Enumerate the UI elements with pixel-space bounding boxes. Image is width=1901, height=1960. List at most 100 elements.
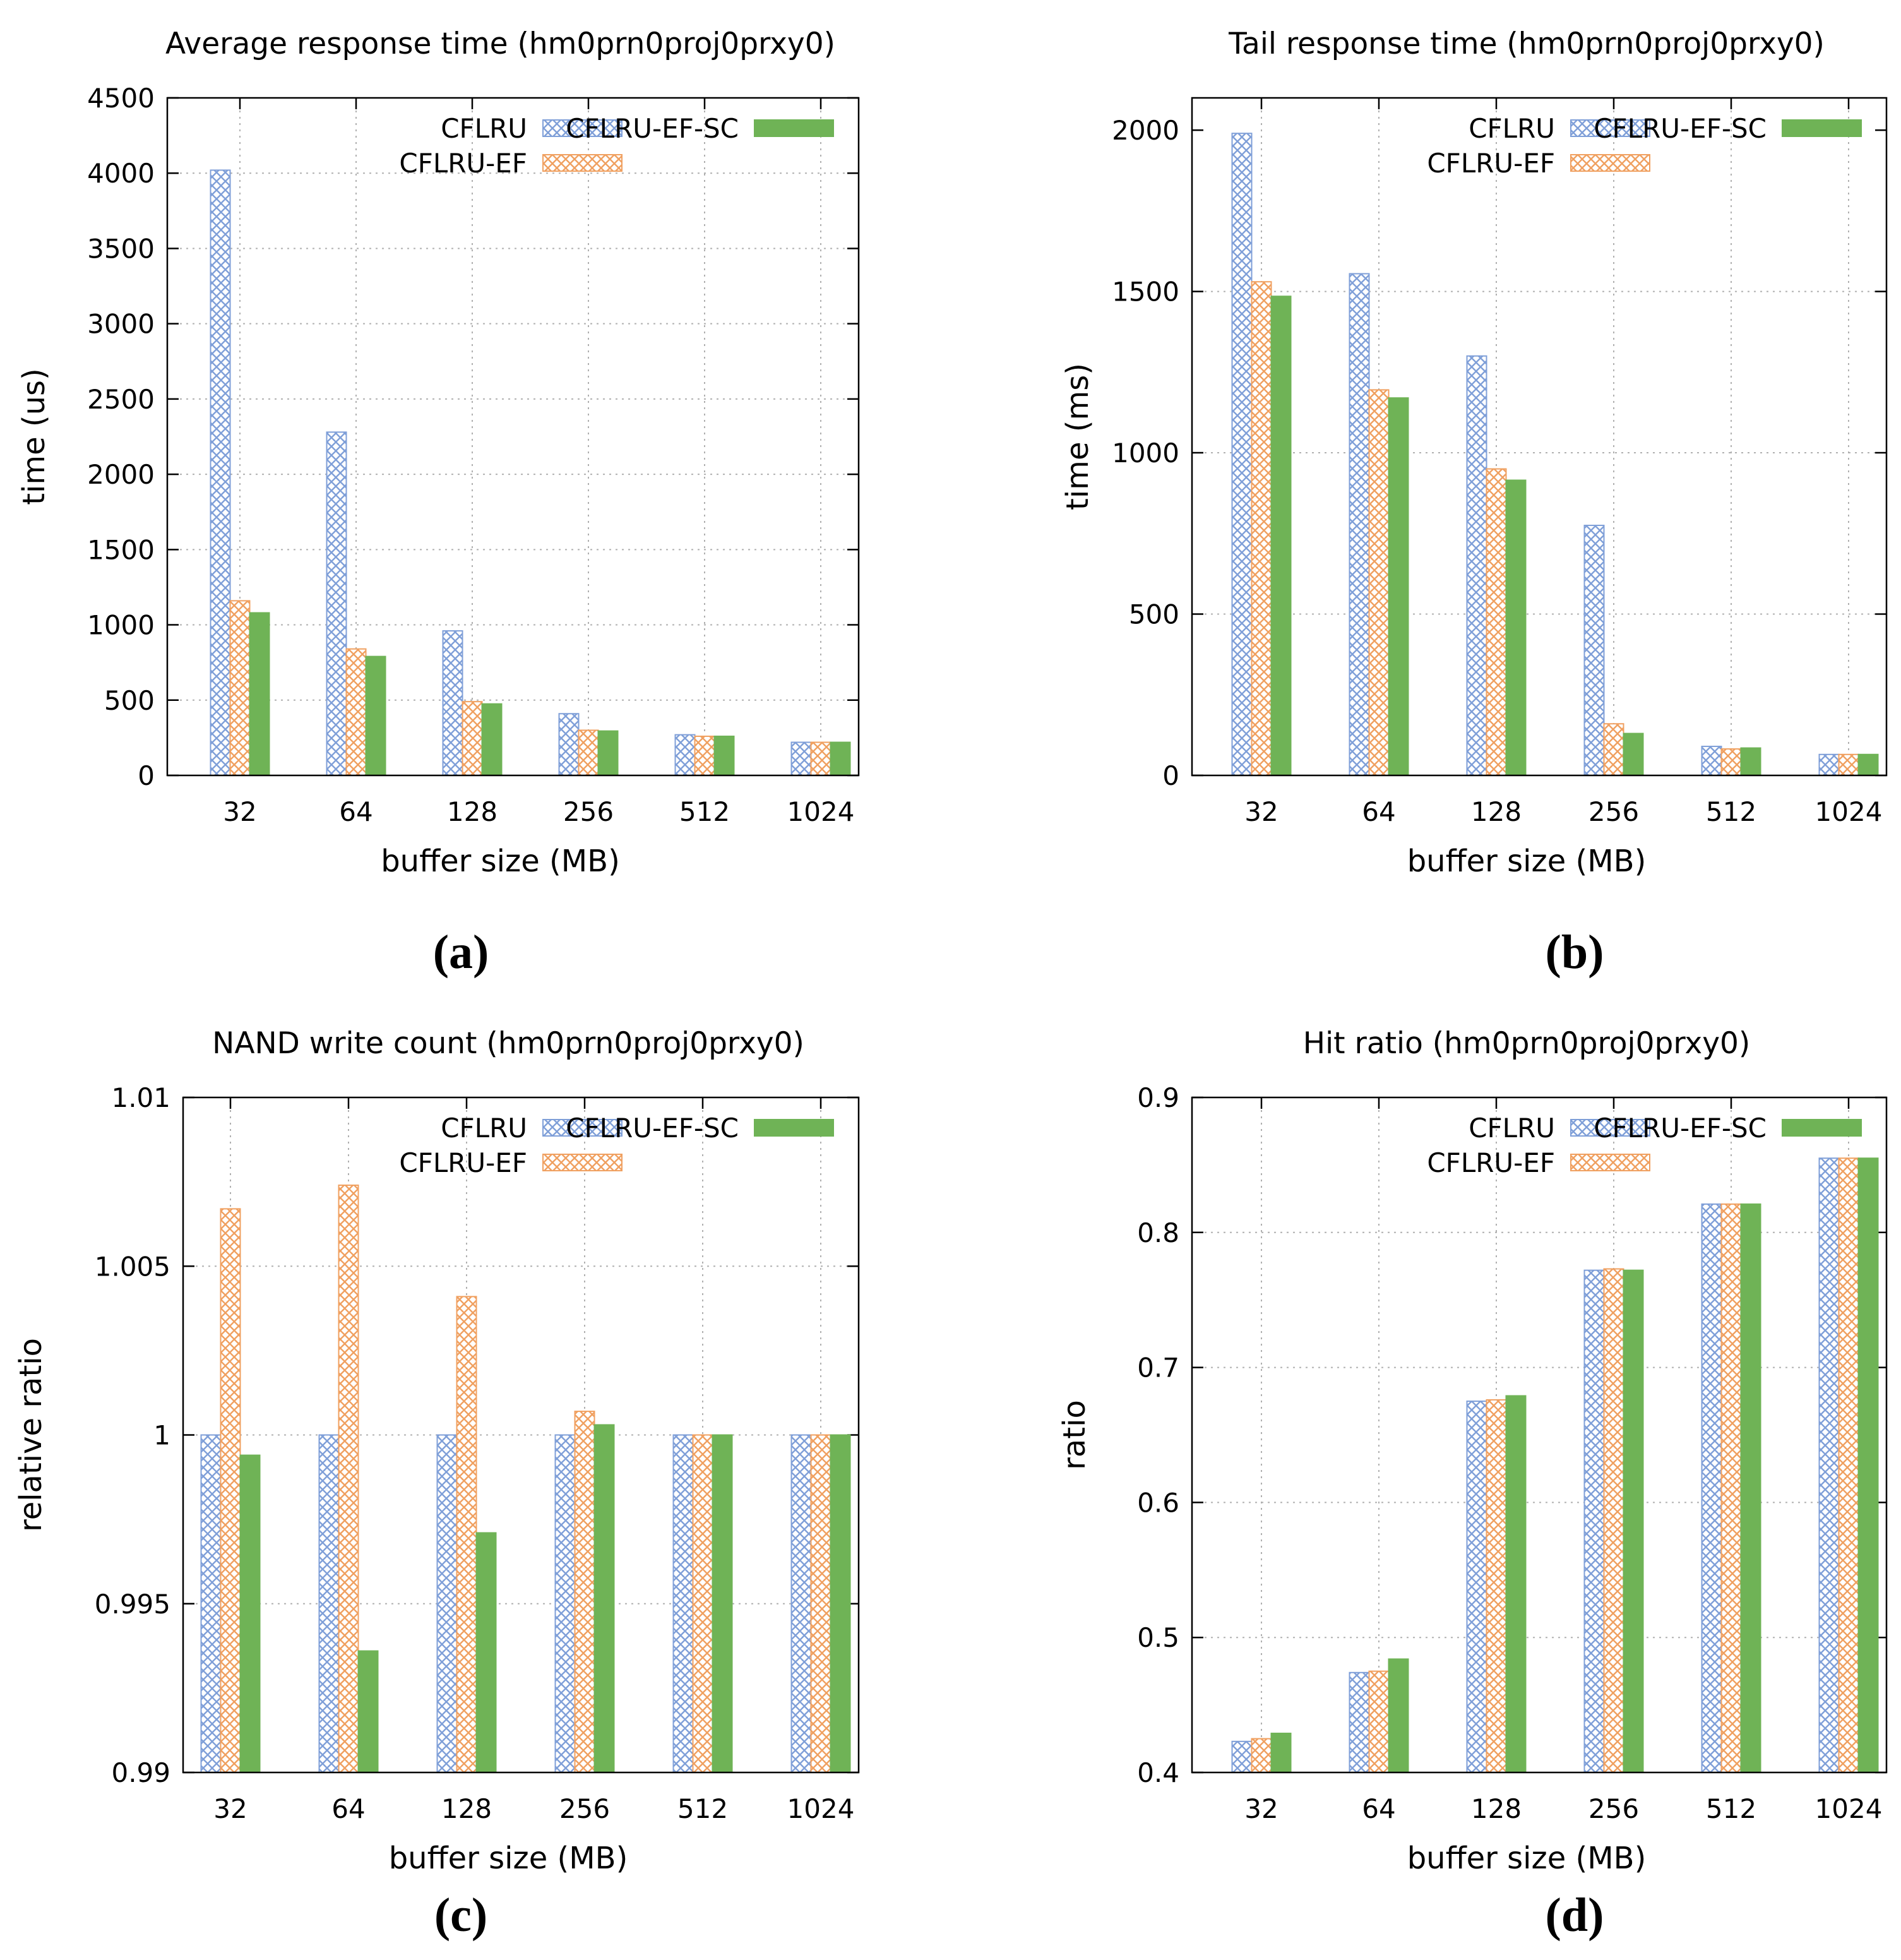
bar-cflru [790,1434,812,1773]
y-tick-label: 0.4 [1137,1757,1179,1788]
legend-swatch-cflru [1570,1119,1650,1137]
legend-swatch-cflru-ef-sc [1782,1119,1862,1137]
chart-title: NAND write count (hm0prn0proj0prxy0) [212,1026,804,1061]
bar-cflru-ef [220,1208,241,1773]
y-tick-label: 1500 [87,534,155,565]
legend-swatch-cflru [542,1119,623,1137]
bar-cflru-ef-sc [365,655,386,777]
x-tick-label: 1024 [1815,1793,1883,1824]
legend-label-cflru-ef: CFLRU-EF [1427,148,1555,179]
y-tick-label: 3000 [87,309,155,340]
x-axis-label: buffer size (MB) [1407,1841,1647,1876]
bar-cflru [1231,1740,1253,1773]
bar-cflru-ef-sc [1740,1203,1761,1773]
bar-cflru-ef [229,600,251,776]
x-tick-label: 128 [1471,796,1522,827]
x-tick-label: 64 [1362,1793,1395,1824]
bar-cflru-ef-sc [1857,1157,1879,1773]
x-axis-label: buffer size (MB) [1407,844,1647,879]
x-tick-label: 512 [677,1793,728,1824]
y-tick-label: 2000 [1112,115,1179,146]
legend: CFLRU CFLRU-EF CFLRU-EF-SC [399,113,834,179]
y-axis-label: time (ms) [1060,363,1095,510]
y-tick-label: 1.005 [95,1251,170,1282]
bar-cflru [674,734,696,776]
bar-cflru-ef-sc [1505,479,1527,776]
y-tick-label: 0.5 [1137,1622,1179,1653]
y-tick-label: 2000 [87,459,155,490]
bar-cflru-ef-sc [1270,1732,1292,1774]
bar-cflru [326,431,347,776]
bar-cflru [1701,746,1722,776]
bar-cflru-ef-sc [481,703,503,776]
bar-cflru-ef [692,1434,713,1773]
bar-cflru-ef [338,1184,359,1773]
y-tick-label: 4000 [87,158,155,189]
x-tick-label: 128 [441,1793,492,1824]
bar-cflru-ef-sc [249,612,270,776]
x-tick-label: 64 [1362,796,1395,827]
y-tick-label: 2500 [87,384,155,415]
bar-cflru-ef-sc [712,1434,733,1773]
bar-cflru [1701,1203,1722,1773]
y-tick-label: 0.7 [1137,1353,1179,1383]
bar-cflru-ef [1368,389,1390,776]
x-axis-label: buffer size (MB) [389,1841,628,1876]
x-tick-label: 512 [1706,796,1756,827]
bar-cflru [672,1434,694,1773]
x-tick-label: 512 [679,796,730,827]
bar-cflru-ef-sc [597,730,619,777]
x-tick-label: 256 [563,796,614,827]
bar-cflru-ef [694,736,715,776]
plot-frame [1191,97,1888,777]
legend-swatch-cflru [542,119,623,137]
y-axis-label: ratio [1057,1400,1092,1470]
bar-cflru [1818,1157,1840,1773]
bar-cflru-ef-sc [1505,1395,1527,1774]
legend-label-cflru-ef: CFLRU-EF [1427,1147,1555,1178]
legend-label-cflru: CFLRU [1469,1113,1555,1144]
legend-label-cflru-ef: CFLRU-EF [399,148,527,179]
legend-swatch-cflru-ef [1570,1154,1650,1171]
y-tick-label: 0.99 [111,1757,170,1788]
bar-cflru-ef-sc [830,1434,851,1773]
y-tick-label: 0.995 [95,1589,170,1620]
x-tick-label: 1024 [1815,796,1883,827]
bar-cflru-ef [1838,753,1859,776]
legend-label-cflru-ef-sc: CFLRU-EF-SC [566,113,739,144]
x-tick-label: 32 [1244,1793,1278,1824]
y-tick-label: 0.6 [1137,1487,1179,1518]
legend-swatch-cflru-ef-sc [754,119,834,137]
bar-cflru-ef [1368,1670,1390,1773]
bar-cflru-ef [1720,1203,1742,1773]
legend-label-cflru-ef-sc: CFLRU-EF-SC [1594,113,1767,144]
bar-cflru-ef [810,741,831,777]
chart-panel-2: 0.99 0.995 1 1.005 1.01 32 64 128 256 512 1024 NAND… [13,1026,860,1876]
bar-cflru-ef-sc [830,741,851,777]
x-tick-label: 1024 [787,1793,855,1824]
bar-cflru-ef-sc [1388,397,1409,776]
plot-frame [182,1096,860,1774]
bar-cflru-ef-sc [1270,296,1292,776]
y-axis-label: time (us) [16,368,52,505]
bar-cflru [1818,753,1840,776]
legend-swatch-cflru-ef-sc [754,1119,834,1137]
bar-cflru-ef-sc [239,1454,261,1774]
legend-label-cflru: CFLRU [441,113,527,144]
chart-panel-1: 0 500 1000 1500 2000 32 64 128 256 512 1024 Tail re… [1060,27,1888,879]
bar-cflru [1466,355,1487,776]
y-tick-label: 500 [104,685,155,716]
bar-cflru [1583,1269,1605,1773]
x-tick-label: 128 [447,796,498,827]
y-tick-label: 1.01 [111,1082,170,1113]
legend-swatch-cflru-ef [542,1154,623,1171]
x-tick-label: 64 [331,1793,365,1824]
legend-swatch-cflru-ef-sc [1782,119,1862,137]
x-tick-label: 256 [559,1793,610,1824]
bar-cflru [554,1434,576,1773]
x-tick-label: 256 [1588,796,1639,827]
chart-title: Tail response time (hm0prn0proj0prxy0) [1228,27,1825,61]
y-axis-label: relative ratio [13,1338,49,1532]
